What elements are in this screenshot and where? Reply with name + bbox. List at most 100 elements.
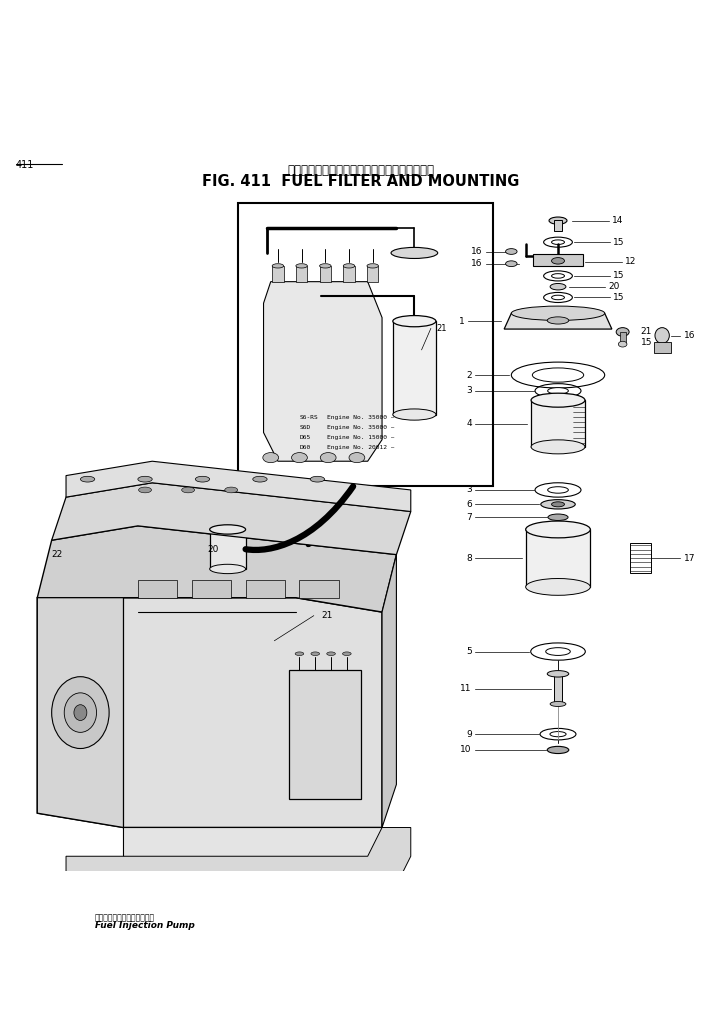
Polygon shape [37, 526, 397, 612]
Ellipse shape [526, 521, 590, 538]
Ellipse shape [550, 283, 566, 290]
Text: 3: 3 [466, 387, 472, 395]
Ellipse shape [552, 274, 565, 278]
Ellipse shape [295, 652, 304, 656]
Text: 4: 4 [466, 419, 472, 428]
Ellipse shape [182, 487, 195, 493]
Polygon shape [504, 313, 612, 329]
Bar [272, 266, 283, 281]
Bar [296, 266, 307, 281]
Ellipse shape [548, 487, 568, 493]
Ellipse shape [327, 652, 335, 656]
Ellipse shape [210, 565, 246, 574]
Ellipse shape [225, 487, 238, 493]
Ellipse shape [531, 440, 585, 454]
Ellipse shape [319, 264, 331, 268]
Text: FIG. 411  FUEL FILTER AND MOUNTING: FIG. 411 FUEL FILTER AND MOUNTING [202, 174, 519, 188]
Text: 9: 9 [466, 729, 472, 739]
Bar [319, 266, 331, 281]
Text: 7: 7 [466, 513, 472, 522]
Ellipse shape [552, 258, 565, 264]
Text: 15: 15 [614, 293, 625, 302]
Ellipse shape [526, 579, 590, 595]
Ellipse shape [349, 452, 365, 462]
Text: 22: 22 [52, 550, 63, 560]
Text: Engine No. 35000 ~: Engine No. 35000 ~ [327, 415, 394, 420]
Text: 20: 20 [609, 282, 619, 292]
Bar [653, 342, 671, 354]
Text: 1: 1 [459, 317, 464, 325]
Ellipse shape [296, 264, 307, 268]
Text: S6-RS: S6-RS [299, 415, 318, 420]
Bar [554, 674, 562, 704]
Bar [246, 580, 285, 597]
Text: 14: 14 [612, 216, 623, 225]
Ellipse shape [291, 452, 307, 462]
Ellipse shape [505, 249, 517, 255]
Bar [367, 266, 379, 281]
Text: 21: 21 [436, 324, 446, 332]
Ellipse shape [511, 306, 605, 320]
Polygon shape [37, 597, 123, 828]
Text: 20: 20 [208, 544, 219, 553]
Ellipse shape [138, 477, 152, 482]
Ellipse shape [311, 652, 319, 656]
Bar [239, 203, 493, 486]
Bar [526, 530, 590, 587]
Ellipse shape [263, 452, 278, 462]
Ellipse shape [552, 502, 565, 506]
Text: 21: 21 [640, 327, 652, 337]
Ellipse shape [531, 393, 585, 407]
Text: 17: 17 [684, 553, 695, 563]
Text: 16: 16 [471, 247, 482, 256]
Bar [192, 580, 231, 597]
Ellipse shape [342, 652, 351, 656]
Bar [138, 580, 177, 597]
Bar [533, 255, 583, 266]
Text: 15: 15 [614, 271, 625, 280]
Text: 411: 411 [16, 160, 34, 170]
Polygon shape [66, 828, 411, 885]
Text: 21: 21 [321, 611, 332, 620]
Ellipse shape [547, 317, 569, 324]
Ellipse shape [195, 477, 210, 482]
Ellipse shape [64, 693, 97, 732]
Text: Engine No. 35000 ~: Engine No. 35000 ~ [327, 426, 394, 431]
Polygon shape [382, 554, 397, 828]
Ellipse shape [532, 368, 584, 383]
Ellipse shape [552, 240, 565, 244]
Polygon shape [264, 281, 382, 461]
Text: 16: 16 [471, 259, 482, 268]
Ellipse shape [547, 747, 569, 754]
Ellipse shape [367, 264, 379, 268]
Bar [393, 321, 436, 414]
Ellipse shape [393, 409, 436, 420]
Ellipse shape [552, 296, 565, 300]
Ellipse shape [655, 327, 669, 344]
Ellipse shape [505, 261, 517, 267]
Ellipse shape [138, 487, 151, 493]
Text: 3: 3 [466, 486, 472, 494]
Bar [210, 530, 246, 569]
Text: 5: 5 [466, 648, 472, 656]
Ellipse shape [550, 731, 566, 737]
Ellipse shape [310, 477, 324, 482]
Text: 2: 2 [466, 370, 472, 380]
Ellipse shape [52, 676, 109, 749]
Text: 11: 11 [460, 684, 472, 694]
Bar [620, 331, 626, 344]
Text: 12: 12 [625, 257, 636, 266]
Text: Engine No. 20012 ~: Engine No. 20012 ~ [327, 445, 394, 450]
Text: 15: 15 [640, 339, 652, 347]
Ellipse shape [74, 705, 87, 720]
Ellipse shape [550, 702, 566, 707]
Ellipse shape [393, 315, 436, 326]
Polygon shape [123, 828, 382, 878]
Text: D65: D65 [299, 436, 311, 440]
Ellipse shape [253, 477, 267, 482]
Ellipse shape [547, 671, 569, 677]
Bar [343, 266, 355, 281]
Ellipse shape [81, 477, 94, 482]
Text: フュエル　フィルタ　および　マウンティング: フュエル フィルタ および マウンティング [287, 164, 434, 177]
Ellipse shape [619, 342, 627, 347]
